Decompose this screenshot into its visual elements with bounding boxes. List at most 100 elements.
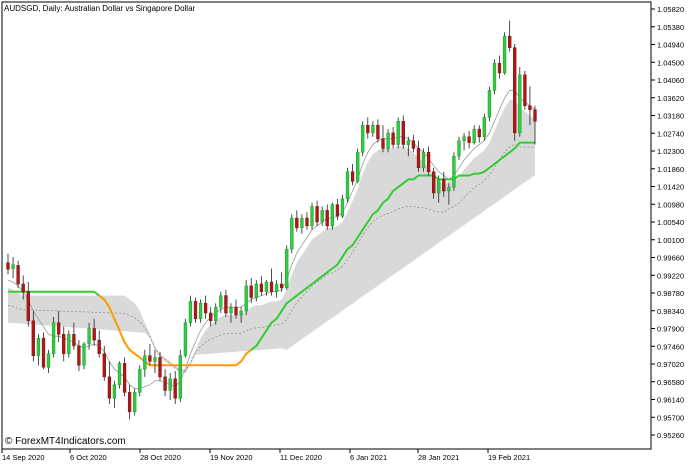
candle-body-bear [62,334,66,354]
chart-title: AUDSGD, Daily: Australian Dollar vs Sing… [4,4,196,13]
y-tick-label: 1.04060 [657,76,684,85]
candle-body-bear [295,217,299,229]
candle-body-bear [513,47,517,134]
candle-body-bull [36,337,41,356]
y-tick-label: 0.97020 [657,360,684,369]
candle-body-bear [411,140,416,149]
y-tick-label: 1.02300 [657,147,684,156]
candle [264,280,269,296]
candle [168,373,172,401]
candle-body-bull [462,136,466,141]
candle-body-bear [477,128,481,138]
candle [274,280,279,298]
candle [502,32,507,75]
candle-body-bear [315,206,319,223]
candle [254,280,258,302]
kijun-line-green-right [250,141,535,351]
candle [533,105,537,145]
candle-body-bull [518,74,522,134]
candles-layer [6,20,537,420]
candle-body-bear [21,283,25,292]
candle [437,175,441,203]
candle-body-bear [350,171,355,182]
candle [366,117,370,139]
candle [112,380,117,408]
candle [442,171,446,197]
axis-layer: 1.05820 1.05380 1.04940 1.04500 1.04060 1.036… [1,1,684,462]
x-tick-label: 28 Jan 2021 [418,453,459,462]
candle [518,67,522,137]
candle-body-bull [447,186,451,192]
candle [376,119,380,143]
candle [285,245,289,290]
candle [300,214,304,234]
y-tick-label: 1.04940 [657,41,684,50]
candle-body-bear [209,312,213,321]
y-tick-label: 0.99220 [657,271,684,280]
y-tick-label: 0.98780 [657,289,684,298]
candle-body-bear [122,363,127,393]
candle-body-bull [472,128,476,143]
candle-body-bull [168,378,172,391]
candle [447,183,451,205]
candle-body-bear [224,295,228,314]
candle [290,214,294,253]
candle [62,326,66,362]
candle-body-bull [421,152,426,169]
candle [416,140,421,172]
candle-body-bear [508,35,512,48]
candle-body-bull [67,334,71,354]
candle [330,202,334,230]
y-tick-label: 0.96140 [657,396,684,405]
candle [87,322,91,350]
candle [102,345,106,381]
candle-body-bear [376,124,380,140]
candle [229,303,233,323]
candle [11,256,15,279]
candle-body-bull [406,140,410,145]
candle [462,132,466,151]
candle-body-bull [239,310,243,316]
y-tick-label: 0.95700 [657,413,684,422]
candle-body-bull [229,306,233,314]
candle [224,289,228,317]
candle [492,59,497,95]
kijun-line-orange [98,294,252,367]
candle-body-bull [143,355,147,370]
candle-body-bull [285,248,289,289]
candle-body-bull [386,132,390,149]
candle [57,311,61,343]
candle-body-bull [117,363,122,385]
candle-body-bear [305,217,309,227]
candle-body-bear [533,109,537,122]
candle [36,334,41,366]
candle [432,167,436,199]
candle-body-bull [330,204,334,227]
candle [122,357,127,397]
candle-body-bull [82,343,86,366]
candle-body-bull [183,322,188,356]
candle-body-bear [523,74,527,107]
candle-body-bear [497,62,502,74]
candle-body-bull [198,303,203,320]
candle [198,299,203,323]
candle-body-bear [173,378,177,399]
candle [279,272,284,292]
candle-body-bear [426,152,431,172]
candle-body-bear [366,124,370,134]
y-tick-label: 1.02740 [657,129,684,138]
x-tick-label: 14 Sep 2020 [2,453,45,462]
candle [305,212,309,230]
y-tick-label: 0.98340 [657,307,684,316]
candle-body-bull [188,301,193,323]
plot-frame [1,1,652,450]
candle-body-bull [153,357,157,362]
candle-body-bear [279,283,284,289]
candle-body-bull [244,285,248,312]
candle-body-bull [138,368,142,393]
candle [411,134,416,153]
candle-body-bear [193,301,198,320]
candle [178,349,182,403]
candle [239,307,243,323]
